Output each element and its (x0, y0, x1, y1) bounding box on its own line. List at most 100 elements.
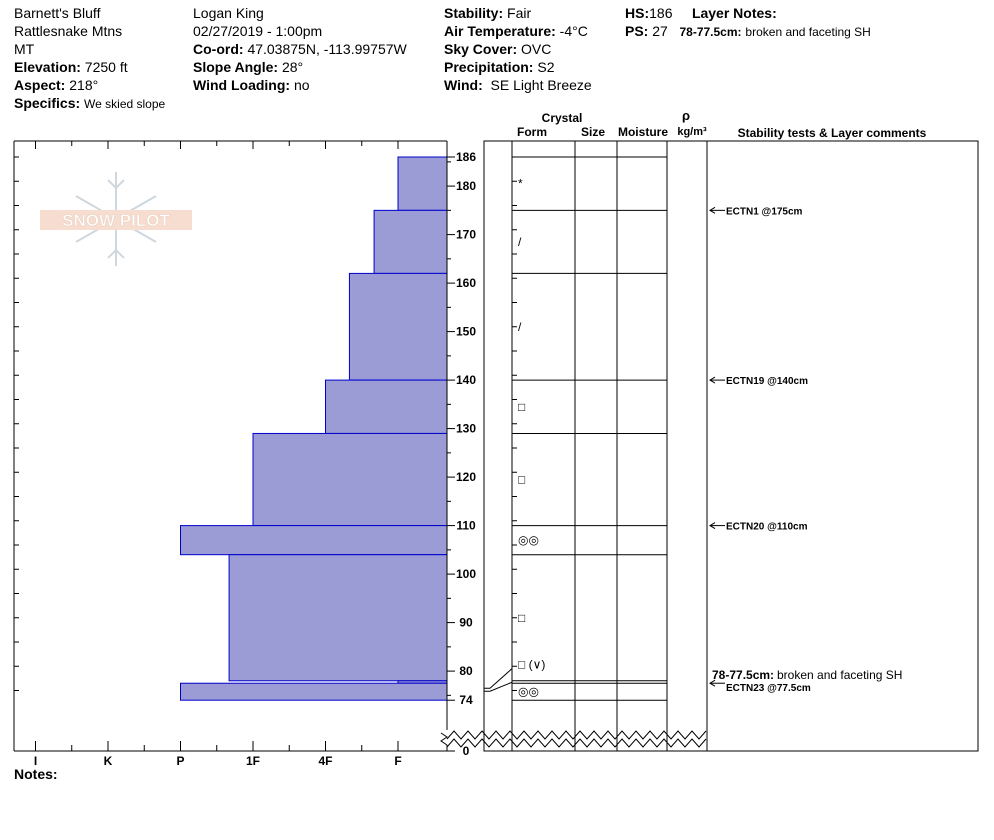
coord-value: 47.03875N, -113.99757W (247, 41, 407, 57)
x-label-1F: 1F (246, 754, 260, 768)
header-mid: Logan King 02/27/2019 - 1:00pm Co-ord: 4… (193, 4, 407, 94)
stability-arrowhead-2 (709, 522, 716, 530)
elevation-value: 7250 ft (84, 59, 128, 75)
col-rho: ρ (682, 108, 690, 123)
slope-row: Slope Angle: 28° (193, 58, 407, 76)
layer-note-range: 78-77.5cm: (679, 25, 742, 39)
ps-value: 27 (652, 23, 668, 39)
hardness-bar-3 (325, 379, 448, 434)
precip-row: Precipitation: S2 (444, 58, 592, 76)
y-label-170: 170 (456, 228, 476, 242)
x-label-I: I (34, 754, 37, 768)
thin-layer-connector (484, 681, 513, 692)
wind-label: Wind: (444, 77, 483, 93)
hardness-bar-1 (373, 209, 448, 274)
col-moisture: Moisture (618, 125, 668, 139)
y-label-186: 186 (456, 150, 476, 164)
header-left: Barnett's Bluff Rattlesnake Mtns MT Elev… (14, 4, 165, 113)
air-temp-label: Air Temperature: (444, 23, 556, 39)
range: Rattlesnake Mtns (14, 23, 123, 39)
y-label-180: 180 (456, 179, 476, 193)
stability-arrowhead-0 (709, 206, 716, 214)
air-temp-row: Air Temperature: -4°C (444, 22, 592, 40)
col-form: Form (517, 125, 547, 139)
specifics-row: Specifics: We skied slope (14, 94, 165, 113)
hardness-bar-8 (180, 682, 448, 701)
header-weather: Stability: Fair Air Temperature: -4°C Sk… (444, 4, 592, 94)
x-label-F: F (394, 754, 401, 768)
aspect-value: 218° (69, 77, 99, 93)
layer-comment-text: broken and faceting SH (777, 668, 902, 682)
header-right: HS:186 Layer Notes: PS: 27 78-77.5cm: br… (625, 4, 871, 41)
axis-break-zigzag (446, 730, 707, 740)
sky-row: Sky Cover: OVC (444, 40, 592, 58)
sky-label: Sky Cover: (444, 41, 518, 57)
layer-note-text: broken and faceting SH (745, 25, 871, 39)
y-label-150: 150 (456, 325, 476, 339)
x-label-K: K (104, 754, 113, 768)
snow-profile-chart: Crystal Form Size Moisture ρ kg/m³ Stabi… (13, 108, 979, 768)
crystal-form-5: ◎◎ (518, 533, 539, 547)
col-size: Size (581, 125, 605, 139)
aspect-label: Aspect: (14, 77, 66, 93)
layer-notes-label: Layer Notes: (691, 5, 777, 21)
coord-row: Co-ord: 47.03875N, -113.99757W (193, 40, 407, 58)
layer-comment-range: 78-77.5cm: (712, 668, 774, 682)
stability-test-3: ECTN23 @77.5cm (726, 683, 811, 694)
wind-row: Wind: SE Light Breeze (444, 76, 592, 94)
y-label-90: 90 (459, 616, 473, 630)
precip-label: Precipitation: (444, 59, 534, 75)
coord-label: Co-ord: (193, 41, 244, 57)
stability-arrowhead-1 (709, 376, 716, 384)
observer: Logan King (193, 5, 264, 21)
hs-label: HS: (625, 5, 650, 21)
crystal-form-8: ◎◎ (518, 685, 539, 699)
wind-loading-row: Wind Loading: no (193, 76, 407, 94)
axis-break-left (440, 732, 448, 746)
ps-row: PS: 27 78-77.5cm: broken and faceting SH (625, 22, 871, 41)
wind-loading-value: no (293, 77, 310, 93)
wind-value: SE Light Breeze (490, 77, 592, 93)
thin-layer-connector (484, 668, 513, 689)
y-label-100: 100 (456, 567, 476, 581)
stability-test-1: ECTN19 @140cm (726, 376, 808, 387)
air-temp-value: -4°C (559, 23, 588, 39)
crystal-form-3: □ (518, 400, 525, 414)
stability-test-2: ECTN20 @110cm (726, 522, 808, 533)
y-label-140: 140 (456, 373, 476, 387)
crystal-form-7: □ (∨) (518, 658, 545, 672)
stability-column-frame (706, 140, 979, 752)
hardness-bar-5 (180, 525, 448, 556)
col-crystal: Crystal (542, 111, 583, 125)
hardness-bar-6 (228, 554, 448, 682)
stability-label: Stability: (444, 5, 504, 21)
crystal-form-4: □ (518, 473, 525, 487)
x-label-4F: 4F (318, 754, 332, 768)
datetime: 02/27/2019 - 1:00pm (193, 23, 323, 39)
elevation-row: Elevation: 7250 ft (14, 58, 165, 76)
hardness-bar-4 (252, 432, 448, 527)
crystal-form-0: * (518, 177, 523, 191)
y-label-130: 130 (456, 422, 476, 436)
specifics-label: Specifics: (14, 95, 81, 111)
logo-text: SNOW PILOT (62, 211, 170, 230)
specifics-value: We skied slope (84, 97, 166, 111)
aspect-row: Aspect: 218° (14, 76, 165, 94)
hs-value: 186 (649, 5, 673, 21)
stability-test-0: ECTN1 @175cm (726, 206, 803, 217)
slope-value: 28° (281, 59, 304, 75)
sky-value: OVC (521, 41, 552, 57)
elevation-label: Elevation: (14, 59, 81, 75)
col-density-unit: kg/m³ (677, 126, 707, 138)
precip-value: S2 (537, 59, 555, 75)
y-label-120: 120 (456, 470, 476, 484)
location: Barnett's Bluff (14, 5, 101, 21)
crystal-form-6: □ (518, 611, 525, 625)
axis-break-zigzag (446, 738, 707, 748)
state: MT (14, 41, 35, 57)
crystal-form-1: / (518, 235, 522, 249)
y-label-74: 74 (459, 693, 473, 707)
y-label-80: 80 (459, 664, 473, 678)
notes-label: Notes: (14, 766, 58, 782)
y-label-0: 0 (463, 744, 470, 758)
